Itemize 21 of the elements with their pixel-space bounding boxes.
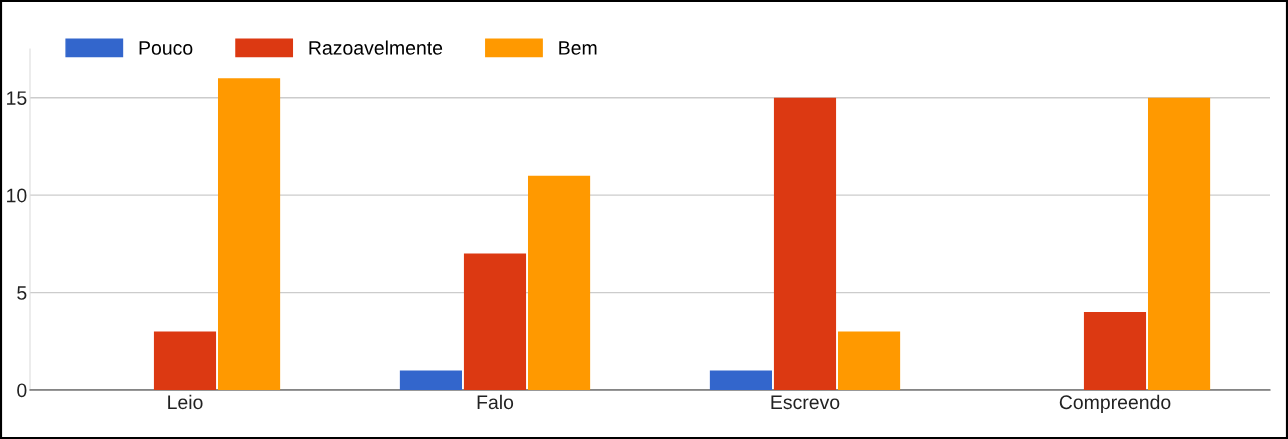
bar [217,78,281,390]
legend-label: Pouco [139,41,193,55]
legend-label: Razoavelmente [309,40,443,55]
y-tick-label: 15 [7,91,27,105]
bar [709,370,773,390]
bar [773,97,837,390]
y-tick-label: 0 [17,383,27,398]
y-tick-label: 10 [7,188,27,203]
legend-label: Bem [559,41,597,55]
bar [463,253,527,390]
y-tick-label: 5 [17,286,27,300]
bar [399,370,463,390]
bar [527,175,591,390]
bar [837,331,901,390]
x-tick-label: Falo [477,394,514,410]
bar [1083,312,1147,390]
x-tick-label: Escrevo [771,395,840,410]
bar [1147,97,1211,390]
x-tick-label: Leio [168,394,203,410]
bar [153,331,217,390]
x-tick-label: Compreendo [1059,394,1171,413]
